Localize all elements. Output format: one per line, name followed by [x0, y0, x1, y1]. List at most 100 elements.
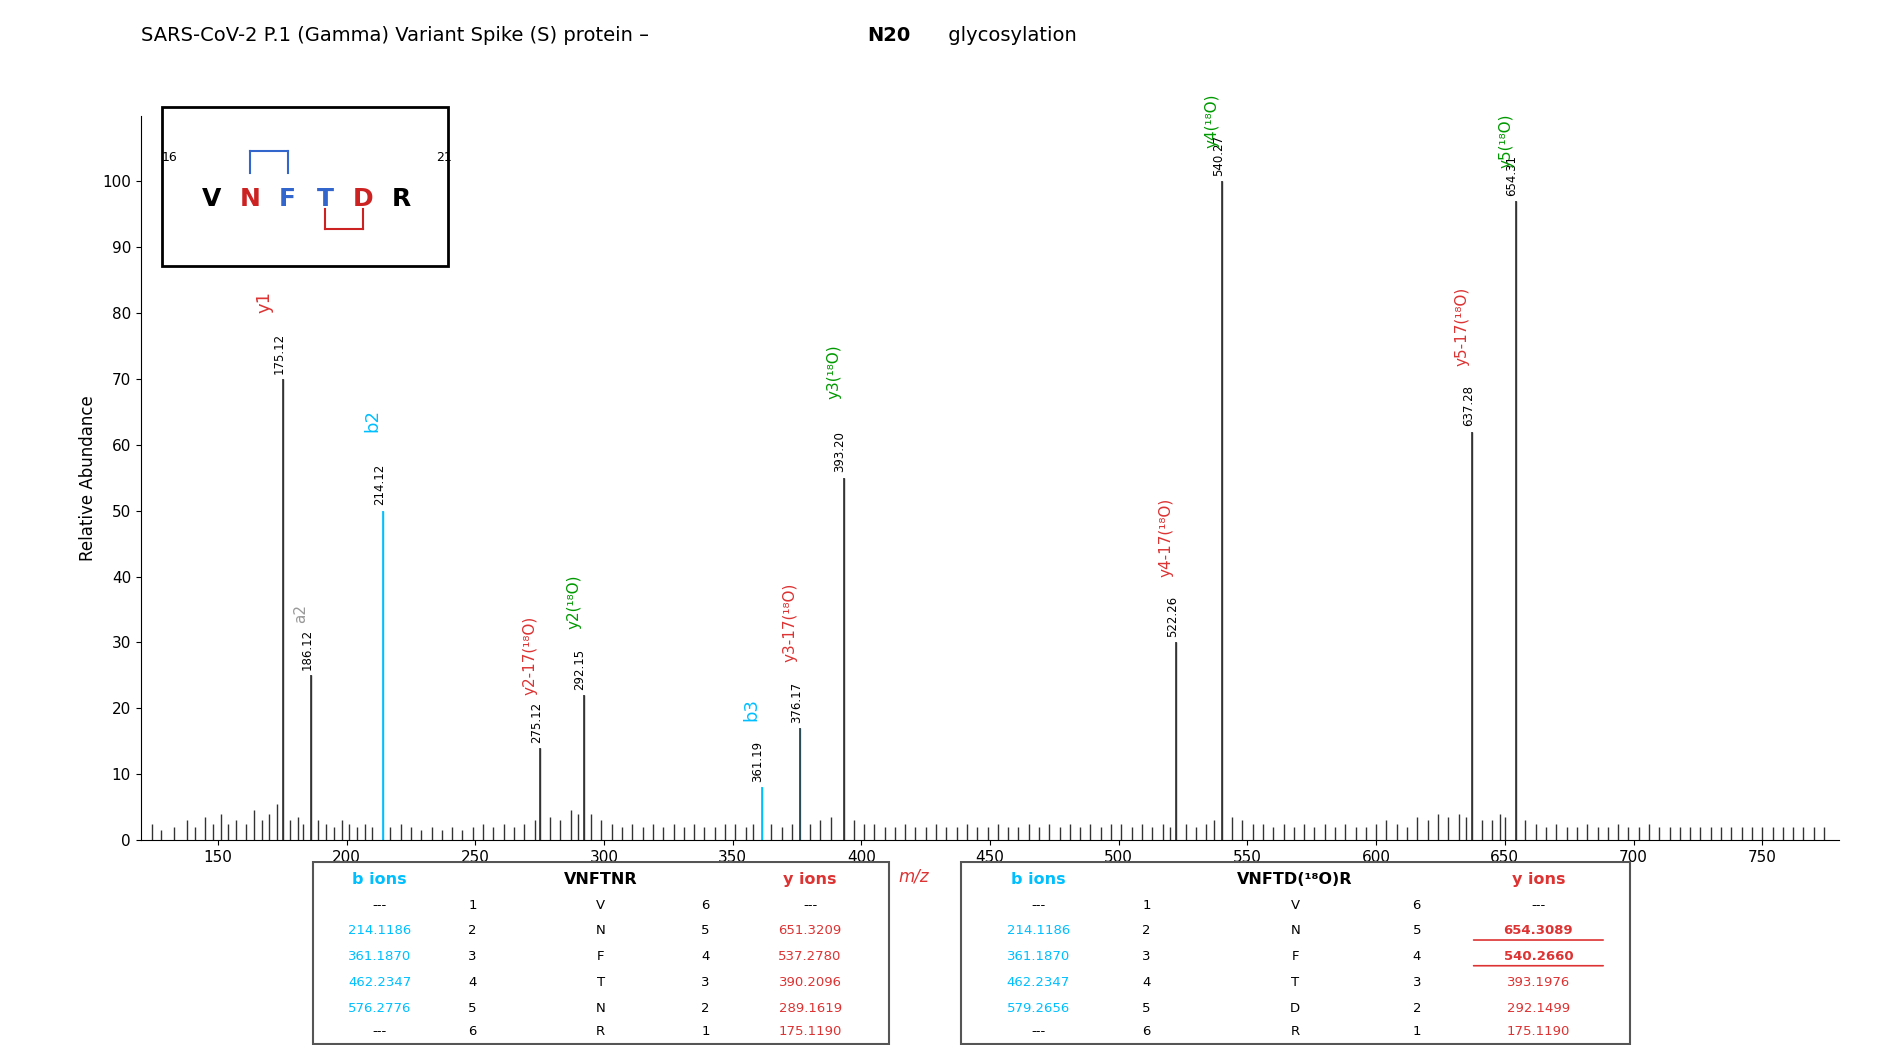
Text: F: F — [280, 187, 297, 211]
FancyBboxPatch shape — [163, 107, 447, 266]
Text: y2(¹⁸O): y2(¹⁸O) — [567, 574, 582, 629]
Y-axis label: Relative Abundance: Relative Abundance — [79, 395, 96, 561]
Text: 576.2776: 576.2776 — [347, 1002, 411, 1014]
Text: 1: 1 — [1413, 1026, 1421, 1038]
Text: D: D — [1289, 1002, 1301, 1014]
Text: ---: --- — [372, 1026, 387, 1038]
Text: ---: --- — [372, 899, 387, 911]
Text: F: F — [597, 950, 604, 963]
Text: 376.17: 376.17 — [790, 681, 803, 722]
Text: 637.28: 637.28 — [1462, 385, 1475, 426]
Text: T: T — [597, 975, 604, 989]
X-axis label: m/z: m/z — [974, 870, 1006, 888]
Text: 214.1186: 214.1186 — [1006, 924, 1070, 938]
Text: 361.1870: 361.1870 — [1006, 950, 1070, 963]
Text: ---: --- — [1030, 1026, 1045, 1038]
Text: D: D — [353, 187, 374, 211]
Text: V: V — [203, 187, 221, 211]
Text: b ions: b ions — [353, 872, 407, 887]
Text: V: V — [1291, 899, 1299, 911]
Text: 275.12: 275.12 — [529, 701, 542, 742]
Text: 462.2347: 462.2347 — [1006, 975, 1070, 989]
Text: 292.1499: 292.1499 — [1507, 1002, 1569, 1014]
Text: 5: 5 — [469, 1002, 477, 1014]
Text: 393.20: 393.20 — [833, 432, 847, 472]
Text: y4(¹⁸O): y4(¹⁸O) — [1205, 93, 1220, 148]
Text: 2: 2 — [469, 924, 477, 938]
Text: 214.1186: 214.1186 — [347, 924, 411, 938]
Text: 3: 3 — [469, 950, 477, 963]
Text: y3-17(¹⁸O): y3-17(¹⁸O) — [783, 583, 798, 663]
Text: VNFTNR: VNFTNR — [563, 872, 638, 887]
Text: a2: a2 — [293, 604, 308, 623]
Text: 2: 2 — [1413, 1002, 1421, 1014]
Text: m/z: m/z — [899, 867, 929, 886]
Text: b3: b3 — [741, 698, 760, 721]
Text: glycosylation: glycosylation — [942, 26, 1077, 45]
Text: 16: 16 — [161, 150, 176, 164]
Text: R: R — [597, 1026, 604, 1038]
Text: y3(¹⁸O): y3(¹⁸O) — [826, 344, 841, 399]
Text: T: T — [1291, 975, 1299, 989]
Text: 393.1976: 393.1976 — [1507, 975, 1569, 989]
Text: 537.2780: 537.2780 — [779, 950, 841, 963]
Text: N: N — [238, 187, 261, 211]
Text: y ions: y ions — [1511, 872, 1565, 887]
Text: 462.2347: 462.2347 — [347, 975, 411, 989]
Text: R: R — [392, 187, 411, 211]
Text: 1: 1 — [469, 899, 477, 911]
Text: 6: 6 — [702, 899, 710, 911]
Text: ---: --- — [1532, 899, 1545, 911]
Text: 361.1870: 361.1870 — [347, 950, 411, 963]
Text: SARS-CoV-2 P.1 (Gamma) Variant Spike (S) protein –: SARS-CoV-2 P.1 (Gamma) Variant Spike (S)… — [141, 26, 655, 45]
Text: VNFTD(¹⁸O)R: VNFTD(¹⁸O)R — [1237, 872, 1353, 887]
Text: 175.1190: 175.1190 — [779, 1026, 841, 1038]
Text: N: N — [1289, 924, 1301, 938]
Text: 3: 3 — [1143, 950, 1151, 963]
Text: 540.2660: 540.2660 — [1503, 950, 1573, 963]
Text: b2: b2 — [364, 408, 381, 432]
Text: 175.1190: 175.1190 — [1507, 1026, 1569, 1038]
Text: 21: 21 — [435, 150, 452, 164]
Text: 5: 5 — [1143, 1002, 1151, 1014]
Text: b ions: b ions — [1012, 872, 1066, 887]
Text: 6: 6 — [1143, 1026, 1151, 1038]
Text: 5: 5 — [702, 924, 710, 938]
Text: y2-17(¹⁸O): y2-17(¹⁸O) — [522, 616, 537, 695]
Text: y5-17(¹⁸O): y5-17(¹⁸O) — [1455, 287, 1470, 365]
Text: 540.27: 540.27 — [1213, 135, 1226, 176]
Text: y5(¹⁸O): y5(¹⁸O) — [1498, 113, 1513, 168]
Text: y ions: y ions — [783, 872, 837, 887]
Text: 289.1619: 289.1619 — [779, 1002, 841, 1014]
Text: y1: y1 — [255, 291, 274, 313]
Text: 6: 6 — [1413, 899, 1421, 911]
Text: 214.12: 214.12 — [374, 464, 385, 505]
Text: 186.12: 186.12 — [300, 629, 313, 670]
Text: 1: 1 — [1143, 899, 1151, 911]
Text: 292.15: 292.15 — [574, 649, 586, 690]
Text: 3: 3 — [1413, 975, 1421, 989]
Text: 390.2096: 390.2096 — [779, 975, 841, 989]
Text: 2: 2 — [702, 1002, 710, 1014]
FancyBboxPatch shape — [961, 862, 1629, 1044]
Text: N: N — [595, 1002, 606, 1014]
Text: V: V — [597, 899, 604, 911]
Text: 654.3089: 654.3089 — [1503, 924, 1573, 938]
Text: 5: 5 — [1413, 924, 1421, 938]
Text: 654.31: 654.31 — [1505, 154, 1518, 196]
Text: 1: 1 — [702, 1026, 710, 1038]
FancyBboxPatch shape — [313, 862, 888, 1044]
Text: F: F — [1291, 950, 1299, 963]
Text: R: R — [1291, 1026, 1299, 1038]
Text: 4: 4 — [702, 950, 710, 963]
Text: y4-17(¹⁸O): y4-17(¹⁸O) — [1158, 498, 1173, 576]
Text: 3: 3 — [702, 975, 710, 989]
Text: 4: 4 — [1143, 975, 1151, 989]
Text: ---: --- — [803, 899, 816, 911]
Text: ---: --- — [1030, 899, 1045, 911]
Text: 4: 4 — [1413, 950, 1421, 963]
Text: 522.26: 522.26 — [1166, 596, 1179, 637]
Text: 2: 2 — [1143, 924, 1151, 938]
Text: 361.19: 361.19 — [751, 741, 764, 782]
Text: T: T — [317, 187, 334, 211]
